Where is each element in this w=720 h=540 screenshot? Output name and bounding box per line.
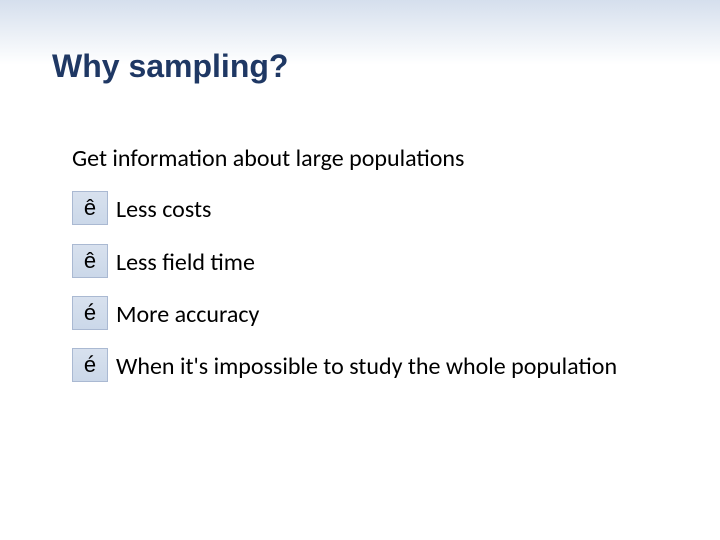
slide-title: Why sampling?: [52, 48, 668, 85]
bullet-text: Less field time: [116, 245, 255, 279]
bullet-text: Less costs: [116, 192, 211, 226]
arrow-up-icon: é: [84, 302, 96, 324]
slide: Why sampling? Get information about larg…: [0, 0, 720, 540]
bullet-arrow-box: é: [72, 348, 108, 382]
bullet-text: More accuracy: [116, 297, 259, 331]
intro-text: Get information about large populations: [72, 143, 668, 174]
arrow-down-icon: ê: [84, 197, 96, 219]
bullet-point: é More accuracy: [72, 297, 668, 331]
bullet-text: When it's impossible to study the whole …: [116, 349, 617, 383]
bullet-point: é When it's impossible to study the whol…: [72, 349, 668, 383]
bullet-arrow-box: ê: [72, 244, 108, 278]
bullet-arrow-box: ê: [72, 191, 108, 225]
arrow-up-icon: é: [84, 354, 96, 376]
bullet-point: ê Less costs: [72, 192, 668, 226]
bullet-point: ê Less field time: [72, 245, 668, 279]
arrow-down-icon: ê: [84, 250, 96, 272]
bullet-arrow-box: é: [72, 296, 108, 330]
